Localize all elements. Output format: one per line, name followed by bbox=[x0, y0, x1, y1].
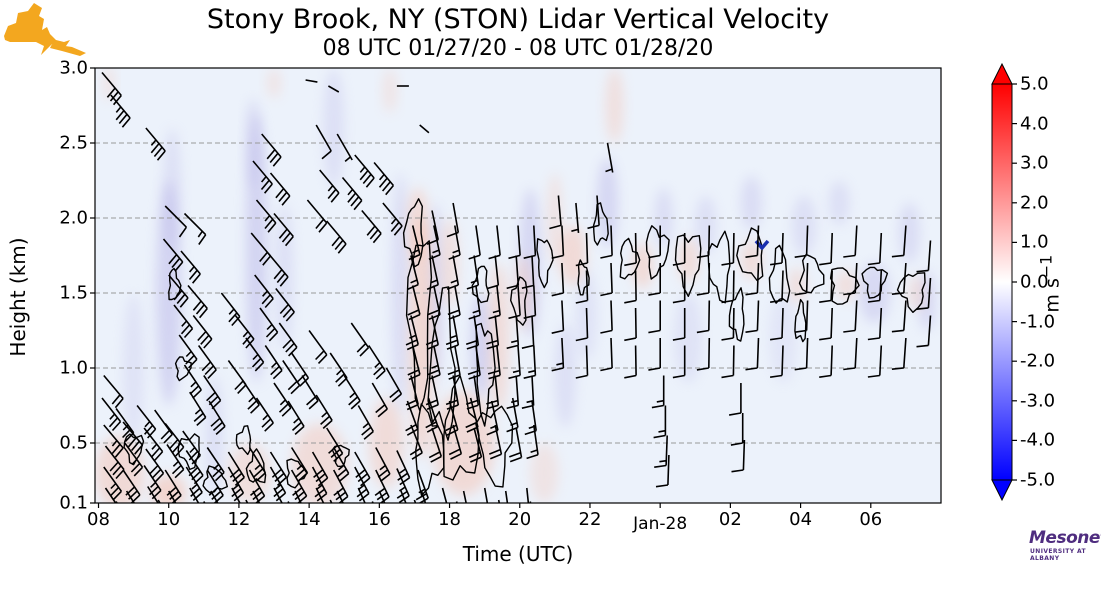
y-tick-label: 0.5 bbox=[59, 432, 88, 454]
logo-nys-text: NYS bbox=[1000, 529, 1037, 548]
x-tick-label: 12 bbox=[227, 509, 251, 530]
y-tick-label: 1.0 bbox=[59, 357, 88, 379]
y-tick-label: 1.5 bbox=[59, 282, 88, 304]
colorbar-bottom-arrow-icon bbox=[991, 479, 1013, 502]
colorbar-tick-label: 1.0 bbox=[1020, 231, 1049, 253]
colorbar-tick-label: 0.0 bbox=[1020, 271, 1049, 293]
page-title: Stony Brook, NY (STON) Lidar Vertical Ve… bbox=[206, 4, 830, 35]
x-tick-label: 18 bbox=[438, 509, 461, 530]
y-tick-label: 3.0 bbox=[59, 57, 88, 79]
x-tick-label: 14 bbox=[297, 509, 321, 530]
colorbar-tick-label: -3.0 bbox=[1020, 390, 1056, 412]
colorbar-tick-label: -2.0 bbox=[1020, 350, 1056, 372]
colorbar-tick-label: 4.0 bbox=[1020, 113, 1049, 135]
x-tick-label: 04 bbox=[789, 509, 813, 530]
y-tick-label: 2.5 bbox=[59, 132, 88, 154]
colorbar-unit-label: m s−1 bbox=[1036, 254, 1064, 313]
colorbar-tick-label: 2.0 bbox=[1020, 192, 1049, 214]
axes-spines bbox=[90, 67, 942, 508]
x-tick-label: 20 bbox=[508, 509, 532, 530]
colorbar-tick-label: 5.0 bbox=[1020, 73, 1049, 95]
x-tick-label: 10 bbox=[157, 509, 181, 530]
colorbar-tick-label: -4.0 bbox=[1020, 429, 1056, 451]
plot-subtitle: 08 UTC 01/27/20 - 08 UTC 01/28/20 bbox=[322, 36, 714, 61]
x-tick-label: 08 bbox=[87, 509, 110, 530]
colorbar-tick-label: -1.0 bbox=[1020, 311, 1056, 333]
nys-mesonet-logo bbox=[4, 3, 86, 56]
x-tick-label: 02 bbox=[718, 509, 742, 530]
colorbar-tick-label: -5.0 bbox=[1020, 469, 1056, 491]
colorbar-top-arrow-icon bbox=[991, 62, 1013, 85]
y-tick-label: 0.1 bbox=[59, 492, 88, 514]
colorbar-tick-label: 3.0 bbox=[1020, 152, 1049, 174]
logo-tagline-text: UNIVERSITY AT ALBANY bbox=[1030, 548, 1087, 562]
y-axis-label: Height (km) bbox=[6, 237, 30, 357]
grid-lines bbox=[95, 142, 941, 444]
y-tick-label: 2.0 bbox=[59, 207, 88, 229]
wind-barbs bbox=[101, 71, 932, 503]
colorbar bbox=[991, 62, 1017, 502]
x-tick-label: 22 bbox=[578, 509, 602, 530]
x-tick-label: Jan-28 bbox=[633, 514, 688, 534]
long-island-icon bbox=[50, 44, 86, 56]
x-tick-label: 06 bbox=[859, 509, 883, 530]
x-tick-label: 16 bbox=[367, 509, 391, 530]
x-axis-label: Time (UTC) bbox=[462, 542, 574, 566]
ny-state-icon bbox=[4, 3, 70, 55]
logo-mesonet-text: Mesonet bbox=[1029, 528, 1101, 548]
